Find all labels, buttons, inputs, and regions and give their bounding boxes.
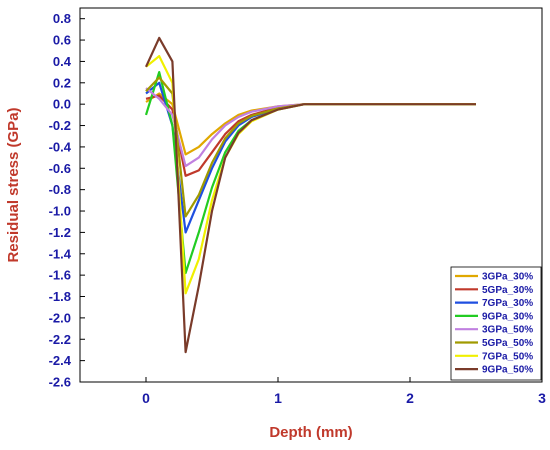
x-tick-label: 3 — [538, 390, 546, 406]
y-tick-label: -1.8 — [49, 289, 71, 304]
legend-label-4: 3GPa_50% — [482, 325, 533, 336]
legend-label-0: 3GPa_30% — [482, 272, 533, 283]
legend-label-5: 5GPa_50% — [482, 338, 533, 349]
legend-box — [450, 266, 542, 381]
series-lines — [144, 36, 476, 354]
series-line-0 — [145, 92, 476, 156]
y-tick-label: -0.4 — [49, 139, 72, 154]
y-tick-label: -1.6 — [49, 268, 71, 283]
x-axis-title: Depth (mm) — [269, 424, 352, 441]
legend-label-3: 9GPa_30% — [482, 311, 533, 322]
series-line-7 — [144, 36, 476, 354]
y-tick-label: 0.0 — [53, 97, 71, 112]
y-axis-ticks: 0.8 0.6 0.4 0.2 0.0 -0.2 -0.4 -0.6 -0.8 -1.0 -1.2 -… — [49, 11, 85, 390]
x-tick-label: 1 — [274, 390, 282, 406]
y-tick-label: 0.6 — [53, 33, 71, 48]
series-line-4 — [145, 87, 476, 168]
x-axis-ticks: 0 1 2 3 — [142, 377, 546, 406]
y-tick-label: -1.2 — [49, 225, 71, 240]
y-tick-label: -1.0 — [49, 204, 71, 219]
y-tick-label: 0.8 — [53, 11, 71, 26]
y-tick-label: 0.2 — [53, 75, 71, 90]
legend-label-2: 7GPa_30% — [482, 298, 533, 309]
y-tick-label: -0.2 — [49, 118, 71, 133]
x-tick-label: 0 — [142, 390, 150, 406]
series-line-5 — [145, 76, 476, 218]
y-tick-label: 0.4 — [53, 54, 72, 69]
legend-label-1: 5GPa_30% — [482, 285, 533, 296]
y-tick-label: -2.0 — [49, 310, 71, 325]
x-tick-label: 2 — [406, 390, 414, 406]
series-line-1 — [145, 94, 476, 177]
legend-label-6: 7GPa_50% — [482, 351, 533, 362]
legend: 3GPa_30% 5GPa_30% 7GPa_30% 9GPa_30% 3GPa_50%… — [450, 266, 542, 381]
y-tick-label: -2.4 — [49, 353, 72, 368]
y-tick-label: -0.8 — [49, 182, 71, 197]
y-axis-title: Residual stress (GPa) — [5, 107, 22, 262]
legend-label-7: 9GPa_50% — [482, 365, 533, 376]
plot-frame — [79, 7, 543, 383]
series-line-6 — [145, 54, 476, 295]
y-tick-label: -0.6 — [49, 161, 71, 176]
y-tick-label: -1.4 — [49, 246, 72, 261]
y-tick-label: -2.6 — [49, 375, 71, 390]
y-tick-label: -2.2 — [49, 332, 71, 347]
